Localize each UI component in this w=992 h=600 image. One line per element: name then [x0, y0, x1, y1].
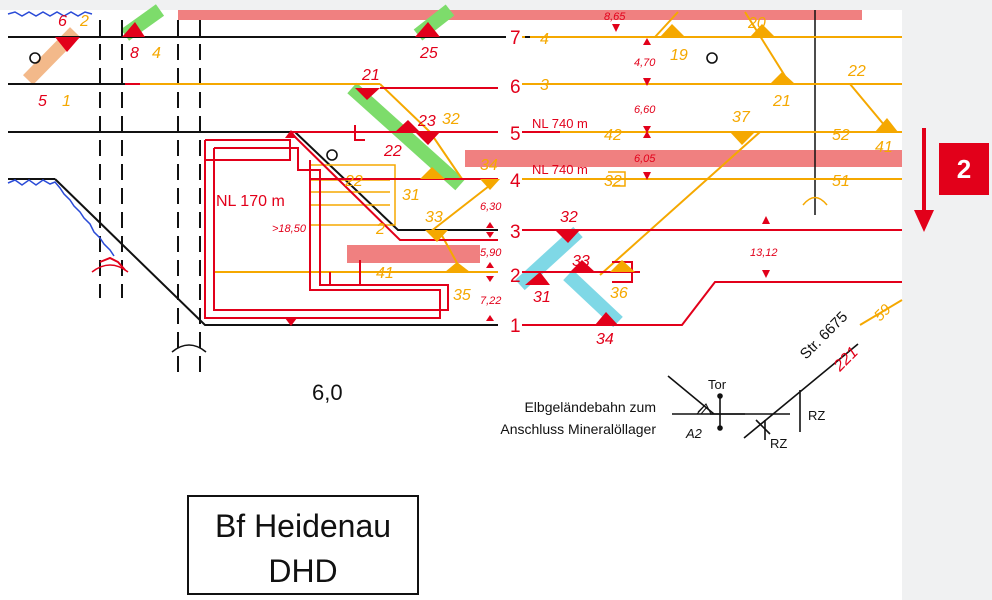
track-number-3: 3	[510, 222, 521, 243]
svg-text:41: 41	[376, 265, 394, 282]
useful-length-labels: NL 740 m NL 740 m NL 170 m	[216, 116, 588, 210]
svg-text:NL 170 m: NL 170 m	[216, 193, 285, 210]
station-box	[187, 495, 419, 595]
svg-text:NL 740 m: NL 740 m	[532, 162, 588, 177]
highlight-bar-top	[178, 10, 862, 20]
svg-text:19: 19	[670, 47, 688, 64]
switch-markers	[55, 22, 898, 326]
signal-circles	[29, 52, 718, 161]
arrow-down-icon	[914, 128, 934, 232]
distance-labels: 8,65 4,70 6,60 6,05 6,30 5,90 7,22 13,12…	[272, 11, 778, 307]
switch-numbers: 6 2 5 1 8 4 25 21 22 23 32 4 3 42 52 41 …	[38, 13, 893, 348]
svg-text:>18,50: >18,50	[272, 223, 307, 235]
svg-text:22: 22	[383, 143, 402, 160]
svg-text:51: 51	[832, 173, 850, 190]
switch-highlight-cyan-2	[563, 269, 623, 328]
svg-text:Anschluss Mineralöllager: Anschluss Mineralöllager	[500, 421, 656, 437]
plan-page	[0, 10, 902, 600]
svg-text:6,05: 6,05	[634, 153, 656, 165]
svg-text:21: 21	[361, 67, 380, 84]
svg-text:Tor: Tor	[708, 377, 727, 392]
svg-text:5,90: 5,90	[480, 247, 502, 259]
km-value: 6,0	[312, 380, 343, 405]
svg-text:13,12: 13,12	[750, 247, 778, 259]
svg-text:31: 31	[402, 187, 420, 204]
svg-text:20: 20	[747, 15, 766, 32]
svg-text:7,22: 7,22	[480, 295, 501, 307]
svg-text:8: 8	[130, 45, 139, 62]
black-tracks	[8, 10, 816, 372]
svg-text:2: 2	[79, 13, 89, 30]
svg-text:33: 33	[572, 253, 590, 270]
step-marker-badge: 2	[939, 143, 989, 195]
svg-text:5: 5	[38, 93, 47, 110]
svg-text:4: 4	[540, 31, 549, 48]
svg-text:NL 740 m: NL 740 m	[532, 116, 588, 131]
svg-text:33: 33	[425, 209, 443, 226]
highlight-bars	[178, 10, 902, 263]
svg-text:A2: A2	[685, 426, 703, 441]
svg-text:Elbgeländebahn zum: Elbgeländebahn zum	[524, 399, 656, 415]
highlight-bar-track-4	[465, 150, 902, 167]
svg-text:4,70: 4,70	[634, 57, 656, 69]
svg-text:RZ: RZ	[770, 436, 787, 451]
blue-embankment	[7, 11, 115, 257]
orange-siding-box	[310, 164, 396, 226]
red-tracks	[99, 83, 902, 326]
track-number-2: 2	[510, 266, 521, 287]
svg-text:6,60: 6,60	[634, 104, 656, 116]
bottom-signals	[91, 264, 207, 353]
switch-highlight-green-1	[347, 82, 465, 191]
svg-text:3: 3	[540, 77, 549, 94]
track-number-1: 1	[510, 316, 521, 337]
orange-diag-19	[654, 11, 679, 38]
svg-text:37: 37	[732, 109, 751, 126]
svg-text:32: 32	[604, 173, 622, 190]
siding-sketch	[667, 343, 859, 440]
orange-line-59	[859, 299, 903, 326]
station-name: Bf Heidenau	[215, 508, 391, 544]
svg-text:31: 31	[533, 289, 551, 306]
track-number-4: 4	[510, 171, 521, 192]
switch-label-6: 6	[58, 13, 67, 30]
svg-text:1: 1	[62, 93, 71, 110]
svg-text:22: 22	[344, 173, 363, 190]
highlight-bar-track-2	[347, 245, 480, 263]
orange-diag-37	[599, 131, 761, 276]
svg-text:32: 32	[560, 209, 578, 226]
track-number-5: 5	[510, 124, 521, 145]
svg-text:21: 21	[772, 93, 791, 110]
svg-text:41: 41	[875, 139, 893, 156]
svg-text:36: 36	[610, 285, 628, 302]
track-numbers: 7 6 5 4 3 2 1	[510, 28, 521, 337]
svg-text:25: 25	[419, 45, 438, 62]
svg-text:2: 2	[375, 221, 385, 238]
svg-text:RZ: RZ	[808, 408, 825, 423]
orange-diag-20	[744, 11, 791, 85]
svg-text:52: 52	[832, 127, 850, 144]
svg-text:34: 34	[596, 331, 614, 348]
svg-text:22: 22	[847, 63, 866, 80]
svg-text:23: 23	[417, 113, 436, 130]
track-1-black-line	[54, 178, 498, 326]
svg-text:8,65: 8,65	[604, 11, 626, 23]
svg-text:32: 32	[442, 111, 460, 128]
red-siding-inner	[213, 147, 449, 311]
red-siding-outer	[204, 140, 441, 319]
svg-text:35: 35	[453, 287, 471, 304]
track-number-7: 7	[510, 28, 521, 49]
track-number-6: 6	[510, 77, 521, 98]
orange-tracks	[125, 11, 903, 326]
siding-caption: Elbgeländebahn zum Anschluss Mineralölla…	[500, 399, 656, 437]
switch-highlights	[22, 4, 623, 328]
svg-text:4: 4	[152, 45, 161, 62]
orange-diag-34	[429, 178, 499, 233]
svg-text:34: 34	[480, 157, 498, 174]
siding-labels: Tor A2 RZ RZ	[685, 377, 825, 451]
station-code: DHD	[268, 553, 337, 589]
svg-text:6,30: 6,30	[480, 201, 502, 213]
svg-text:42: 42	[604, 127, 622, 144]
